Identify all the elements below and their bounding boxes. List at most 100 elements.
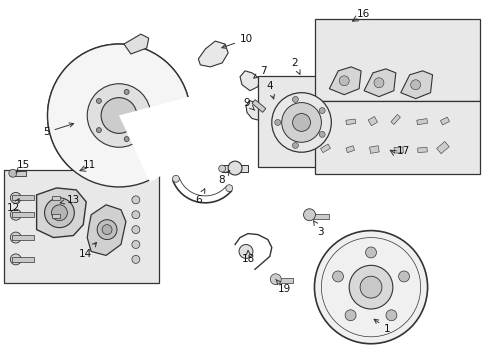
FancyBboxPatch shape — [315, 19, 479, 100]
Polygon shape — [123, 34, 148, 54]
Circle shape — [365, 247, 376, 258]
Circle shape — [373, 78, 383, 88]
Bar — [345, 146, 354, 153]
Polygon shape — [328, 67, 360, 95]
Polygon shape — [87, 205, 126, 255]
Text: 15: 15 — [16, 160, 30, 173]
Circle shape — [225, 185, 232, 192]
Circle shape — [339, 76, 348, 86]
Circle shape — [292, 96, 298, 103]
Text: 19: 19 — [275, 279, 290, 294]
Bar — [12, 195, 34, 201]
Text: 7: 7 — [253, 66, 266, 78]
Text: 10: 10 — [222, 34, 253, 48]
Circle shape — [132, 211, 140, 219]
Circle shape — [44, 198, 74, 228]
Bar — [393, 147, 403, 153]
Text: 13: 13 — [60, 195, 80, 205]
Text: 18: 18 — [242, 251, 255, 264]
FancyBboxPatch shape — [257, 76, 346, 167]
Circle shape — [172, 175, 179, 182]
Bar — [12, 212, 34, 217]
Circle shape — [10, 209, 21, 220]
Bar — [10, 171, 26, 176]
Circle shape — [292, 143, 298, 148]
Text: 14: 14 — [79, 242, 96, 260]
Bar — [367, 116, 377, 126]
Polygon shape — [364, 69, 395, 96]
Text: 11: 11 — [82, 160, 96, 170]
Circle shape — [97, 220, 117, 239]
Text: 2: 2 — [291, 58, 300, 74]
Circle shape — [270, 274, 281, 285]
Polygon shape — [37, 188, 86, 238]
Circle shape — [359, 276, 381, 298]
Text: 1: 1 — [373, 319, 390, 334]
Text: 8: 8 — [218, 171, 229, 185]
Circle shape — [9, 169, 17, 177]
Circle shape — [141, 113, 146, 118]
Circle shape — [281, 103, 321, 142]
Text: 17: 17 — [396, 146, 409, 156]
Bar — [416, 118, 427, 125]
Bar — [320, 144, 330, 153]
Bar — [12, 235, 34, 240]
Circle shape — [410, 80, 420, 90]
Bar — [417, 148, 427, 153]
Circle shape — [292, 113, 310, 131]
Circle shape — [319, 108, 325, 113]
Circle shape — [124, 89, 129, 94]
FancyBboxPatch shape — [315, 100, 479, 174]
Text: 16: 16 — [356, 9, 369, 19]
Circle shape — [332, 271, 343, 282]
Circle shape — [319, 131, 325, 137]
Bar — [369, 146, 379, 153]
Polygon shape — [245, 100, 264, 121]
Circle shape — [132, 240, 140, 248]
Bar — [51, 214, 61, 218]
Circle shape — [345, 310, 355, 321]
Bar — [305, 214, 328, 219]
Bar — [12, 257, 34, 262]
Bar — [272, 278, 292, 283]
Polygon shape — [400, 71, 432, 99]
Circle shape — [303, 209, 315, 221]
Text: 6: 6 — [195, 189, 204, 205]
Circle shape — [96, 98, 101, 103]
Circle shape — [101, 98, 137, 133]
Bar — [440, 117, 448, 125]
Circle shape — [10, 232, 21, 243]
Polygon shape — [240, 71, 259, 91]
FancyBboxPatch shape — [4, 170, 158, 283]
Bar — [319, 115, 329, 126]
Text: 3: 3 — [313, 221, 324, 237]
Circle shape — [132, 255, 140, 264]
Circle shape — [398, 271, 408, 282]
Circle shape — [47, 44, 190, 187]
Text: 12: 12 — [6, 199, 20, 213]
Circle shape — [348, 265, 392, 309]
Circle shape — [124, 136, 129, 141]
Circle shape — [385, 310, 396, 321]
Bar — [222, 165, 247, 172]
Bar — [436, 141, 448, 154]
Bar — [345, 119, 355, 125]
Circle shape — [271, 93, 331, 152]
Bar — [51, 196, 61, 200]
Text: 5: 5 — [43, 123, 74, 138]
Circle shape — [132, 226, 140, 234]
Circle shape — [96, 127, 101, 132]
Circle shape — [132, 196, 140, 204]
Circle shape — [228, 161, 242, 175]
Text: 9: 9 — [243, 98, 254, 111]
Circle shape — [218, 165, 225, 172]
Circle shape — [239, 244, 252, 258]
Circle shape — [87, 84, 150, 147]
Circle shape — [314, 231, 427, 344]
Polygon shape — [198, 41, 228, 67]
Circle shape — [102, 225, 112, 235]
Circle shape — [10, 192, 21, 203]
Circle shape — [10, 254, 21, 265]
Text: 4: 4 — [266, 81, 274, 99]
Circle shape — [51, 205, 67, 221]
